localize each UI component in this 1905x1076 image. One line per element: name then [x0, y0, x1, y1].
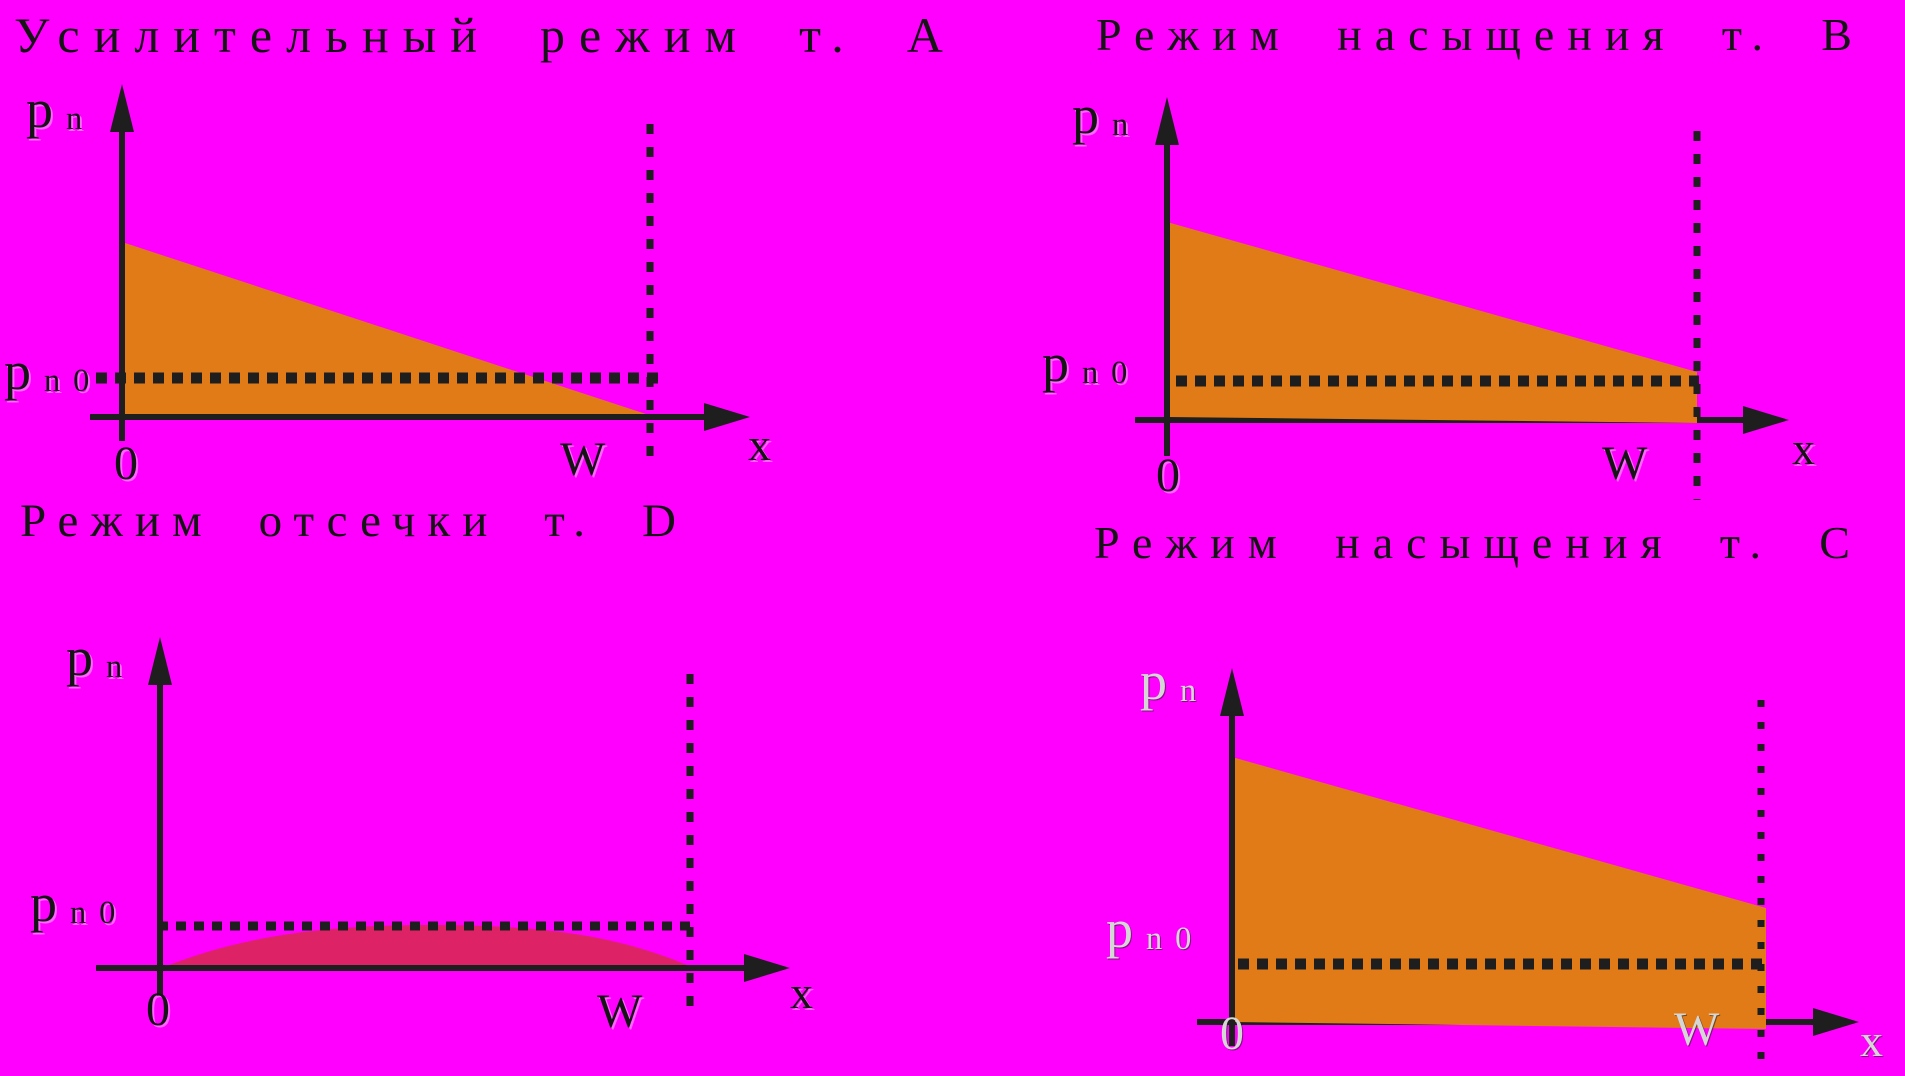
- pn0-sub: n: [1081, 354, 1099, 391]
- carrier-distribution-fill: [122, 242, 655, 417]
- pn0-base: p: [1106, 899, 1133, 959]
- pn0-base: p: [1042, 333, 1069, 393]
- pn0-sub: n: [43, 362, 61, 399]
- carrier-distribution-fill: [164, 925, 687, 967]
- width-label: W: [1674, 1003, 1720, 1056]
- y-label-base: p: [66, 627, 93, 687]
- x-axis-arrowhead: [1743, 406, 1789, 434]
- y-label-base: p: [1140, 651, 1167, 711]
- y-axis-arrowhead: [1155, 97, 1179, 145]
- x-axis-label: x: [748, 419, 771, 470]
- y-axis-arrowhead: [148, 637, 172, 685]
- origin-label: 0: [1220, 1007, 1244, 1060]
- x-axis-label: x: [1860, 1015, 1883, 1066]
- chart-title: Режим насыщения т. С: [1094, 517, 1863, 568]
- pn0-base: p: [4, 341, 31, 401]
- origin-label: 0: [114, 437, 138, 490]
- origin-label: 0: [146, 983, 170, 1036]
- chart-b: [1135, 97, 1789, 500]
- pn0-zero: 0: [1175, 920, 1192, 957]
- y-axis-arrowhead: [110, 84, 134, 132]
- width-label: W: [597, 985, 643, 1038]
- chart-a: [90, 84, 750, 462]
- pn0-zero: 0: [99, 894, 116, 931]
- pn0-zero: 0: [1111, 354, 1128, 391]
- chart-title: Режим отсечки т. D: [20, 495, 688, 547]
- carrier-distribution-fill: [1167, 222, 1697, 423]
- x-axis-arrowhead: [704, 403, 750, 431]
- pn0-sub: n: [1145, 920, 1163, 957]
- width-label: W: [560, 433, 606, 486]
- pn0-base: p: [30, 873, 57, 933]
- x-axis-arrowhead: [744, 954, 790, 982]
- x-axis-label: x: [790, 967, 813, 1018]
- pn0-zero: 0: [73, 362, 90, 399]
- origin-label: 0: [1156, 449, 1180, 502]
- y-label-sub: n: [1111, 106, 1129, 143]
- width-label: W: [1602, 437, 1648, 490]
- pn0-sub: n: [69, 894, 87, 931]
- x-axis-label: x: [1792, 423, 1815, 474]
- chart-title: Усилительный режим т. А: [14, 7, 957, 63]
- y-label-sub: n: [105, 648, 123, 685]
- y-label-sub: n: [1179, 672, 1197, 709]
- y-label-base: p: [1072, 85, 1099, 145]
- y-axis-arrowhead: [1220, 668, 1244, 716]
- chart-title: Режим насыщения т. В: [1096, 9, 1865, 60]
- y-label-sub: n: [65, 100, 83, 137]
- chart-c: [1197, 668, 1859, 1062]
- x-axis-arrowhead: [1813, 1008, 1859, 1036]
- carrier-distribution-fill: [1232, 757, 1766, 1029]
- y-label-base: p: [26, 79, 53, 139]
- chart-d: [96, 637, 790, 1010]
